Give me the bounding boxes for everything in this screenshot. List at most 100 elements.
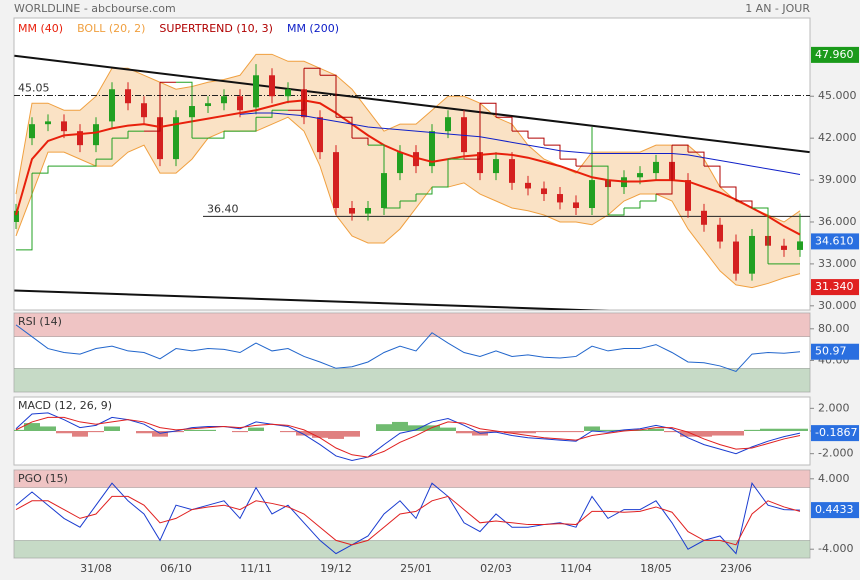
macd-hist [520, 431, 536, 434]
value-box-label: 47.960 [815, 48, 854, 61]
bollinger-upper [15, 53, 801, 223]
supertrend [720, 186, 737, 202]
supertrend [384, 201, 401, 209]
candle-body [397, 152, 403, 174]
moving-average [239, 112, 801, 175]
supertrend [416, 187, 433, 195]
value-box [811, 233, 859, 250]
candle-body [61, 121, 67, 132]
macd-hist [488, 431, 504, 433]
supertrend [336, 116, 353, 139]
x-tick-label: 31/08 [80, 562, 112, 575]
supertrend [656, 145, 673, 195]
macd-hist [344, 431, 360, 437]
candle-body [125, 89, 131, 104]
candle-body [445, 117, 451, 132]
level-label: 36.40 [207, 202, 239, 215]
macd-hist [168, 431, 184, 433]
candle-body [29, 124, 35, 139]
x-tick-label: 23/06 [720, 562, 752, 575]
zone [14, 313, 810, 337]
candle-body [637, 173, 643, 178]
indicator-line [15, 412, 801, 461]
supertrend [672, 144, 689, 153]
bollinger-lower [15, 116, 801, 289]
macd-hist [696, 431, 712, 437]
candle-body [429, 131, 435, 167]
moving-average [15, 99, 801, 236]
candle-body [109, 89, 115, 122]
macd-hist [280, 431, 296, 433]
candle-body [557, 194, 563, 203]
supertrend [752, 207, 769, 264]
macd-hist [664, 431, 680, 433]
candle-body [349, 208, 355, 214]
supertrend [352, 137, 369, 146]
macd-hist [536, 431, 552, 433]
supertrend [176, 81, 193, 139]
macd-hist [248, 427, 264, 431]
supertrend [80, 159, 97, 167]
x-tick-label: 02/03 [480, 562, 512, 575]
zone [14, 368, 810, 392]
value-box-label: 50.97 [815, 345, 847, 358]
candle-body [173, 117, 179, 160]
macd-hist [200, 429, 216, 431]
y-tick-label: 33.000 [818, 257, 857, 270]
x-tick-label: 25/01 [400, 562, 432, 575]
macd-hist [776, 428, 792, 431]
supertrend [736, 200, 753, 209]
candle-body [525, 182, 531, 189]
y-tick-label: 4.000 [818, 472, 850, 485]
candle-body [237, 96, 243, 111]
panel-content [14, 313, 810, 392]
y-tick-label: 36.000 [818, 215, 857, 228]
supertrend [560, 158, 577, 167]
value-box-label: 31.340 [815, 280, 854, 293]
supertrend [688, 151, 705, 167]
y-tick-label: 39.000 [818, 173, 857, 186]
panel-content [14, 53, 810, 310]
candle-body [221, 96, 227, 104]
supertrend [496, 116, 513, 132]
y-tick-label: 2.000 [818, 401, 850, 414]
macd-hist [600, 429, 616, 431]
candle-body [93, 124, 99, 146]
supertrend [480, 102, 497, 118]
candle-body [653, 161, 659, 174]
supertrend [592, 165, 609, 215]
y-tick-label: 30.000 [818, 299, 857, 312]
macd-hist [456, 431, 472, 434]
x-tick-label: 11/04 [560, 562, 592, 575]
macd-hist [328, 431, 344, 439]
candle-body [573, 202, 579, 209]
legend-item: BOLL (20, 2) [77, 22, 145, 35]
panel-title: PGO (15) [18, 472, 68, 485]
candle-body [253, 75, 259, 108]
value-box-label: 0.4433 [815, 503, 854, 516]
panel-content [14, 412, 808, 461]
indicator-line [15, 324, 801, 373]
zone [14, 540, 810, 558]
macd-hist [552, 431, 568, 433]
supertrend [544, 144, 561, 160]
macd-hist [376, 424, 392, 431]
candle-body [541, 188, 547, 195]
panel [13, 17, 811, 311]
legend-item: SUPERTREND (10, 3) [159, 22, 273, 35]
macd-hist [232, 431, 248, 433]
y-tick-label: 80.00 [818, 322, 850, 335]
candle-body [589, 180, 595, 209]
panel-title: RSI (14) [18, 315, 62, 328]
x-tick-label: 06/10 [160, 562, 192, 575]
macd-hist [72, 431, 88, 437]
macd-hist [504, 431, 520, 434]
candle-body [285, 89, 291, 97]
panel-title: MACD (12, 26, 9) [18, 399, 112, 412]
x-tick-label: 11/11 [240, 562, 272, 575]
period: 1 AN - JOUR [745, 2, 810, 15]
supertrend [32, 166, 49, 174]
macd-hist [24, 423, 40, 431]
macd-hist [728, 431, 744, 436]
